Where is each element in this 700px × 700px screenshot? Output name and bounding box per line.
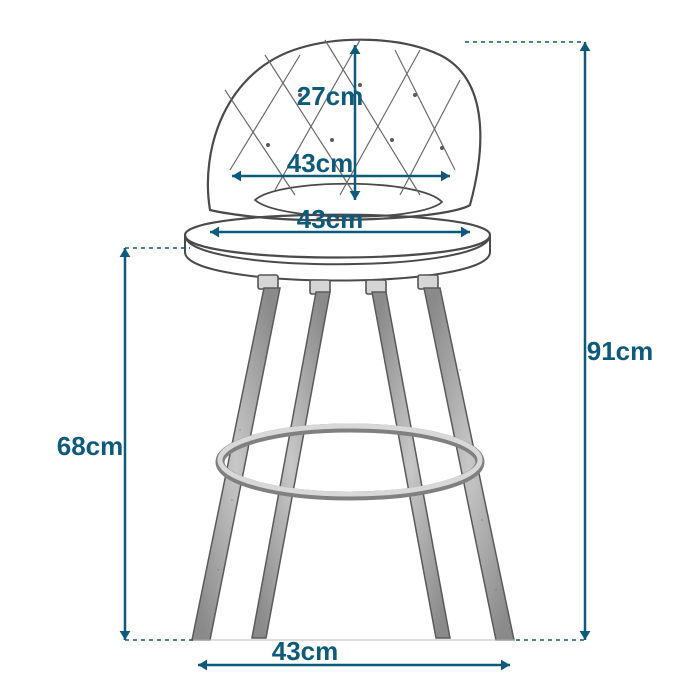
dim-seat-height-label: 68cm (57, 431, 124, 461)
dim-seat-width-lower-label: 43cm (297, 204, 364, 234)
dim-base-width-label: 43cm (272, 636, 339, 666)
legs (192, 288, 514, 640)
dimension-annotations: 27cm 43cm 43cm 43cm 68cm 91cm (57, 42, 654, 670)
bar-stool-sketch (185, 40, 515, 640)
dim-total-height-label: 91cm (587, 336, 654, 366)
dim-back-height-label: 27cm (297, 81, 364, 111)
backrest-outline (208, 40, 480, 220)
footrest-ring (220, 426, 480, 496)
dimension-diagram: 27cm 43cm 43cm 43cm 68cm 91cm (0, 0, 700, 700)
dim-seat-width-upper-label: 43cm (287, 148, 354, 178)
